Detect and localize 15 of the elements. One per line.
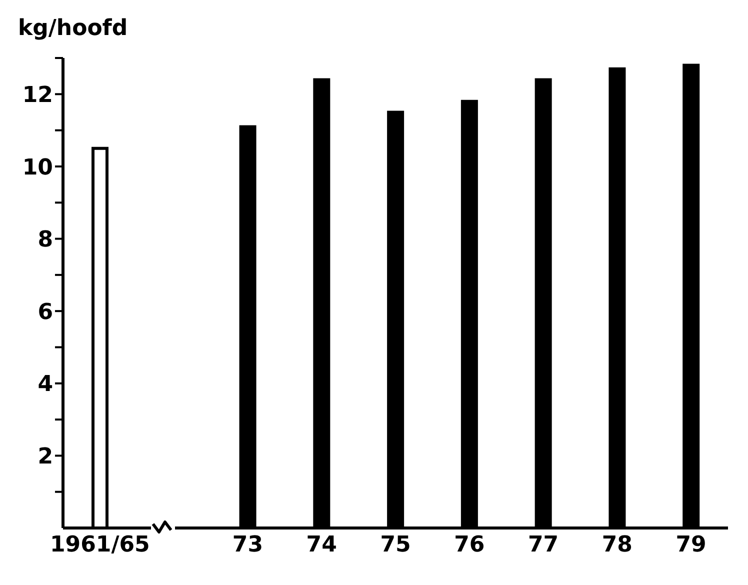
y-tick-label: 4 <box>38 372 53 398</box>
y-tick-label: 10 <box>22 155 53 180</box>
x-tick-label: 73 <box>232 532 264 558</box>
y-tick-label: 8 <box>38 228 53 253</box>
x-tick-label: 75 <box>380 532 411 558</box>
x-tick-label: 76 <box>454 532 485 558</box>
x-tick-label: 78 <box>602 532 632 558</box>
y-tick-label: 12 <box>22 82 53 108</box>
x-tick-label: 77 <box>528 532 559 558</box>
y-axis-title: kg/hoofd <box>18 16 128 41</box>
y-tick-label: 6 <box>38 300 53 325</box>
y-tick-label: 2 <box>38 444 53 470</box>
x-tick-label: 79 <box>676 532 706 558</box>
x-tick-label: 1961/65 <box>50 532 150 558</box>
x-tick-label: 74 <box>306 532 337 558</box>
